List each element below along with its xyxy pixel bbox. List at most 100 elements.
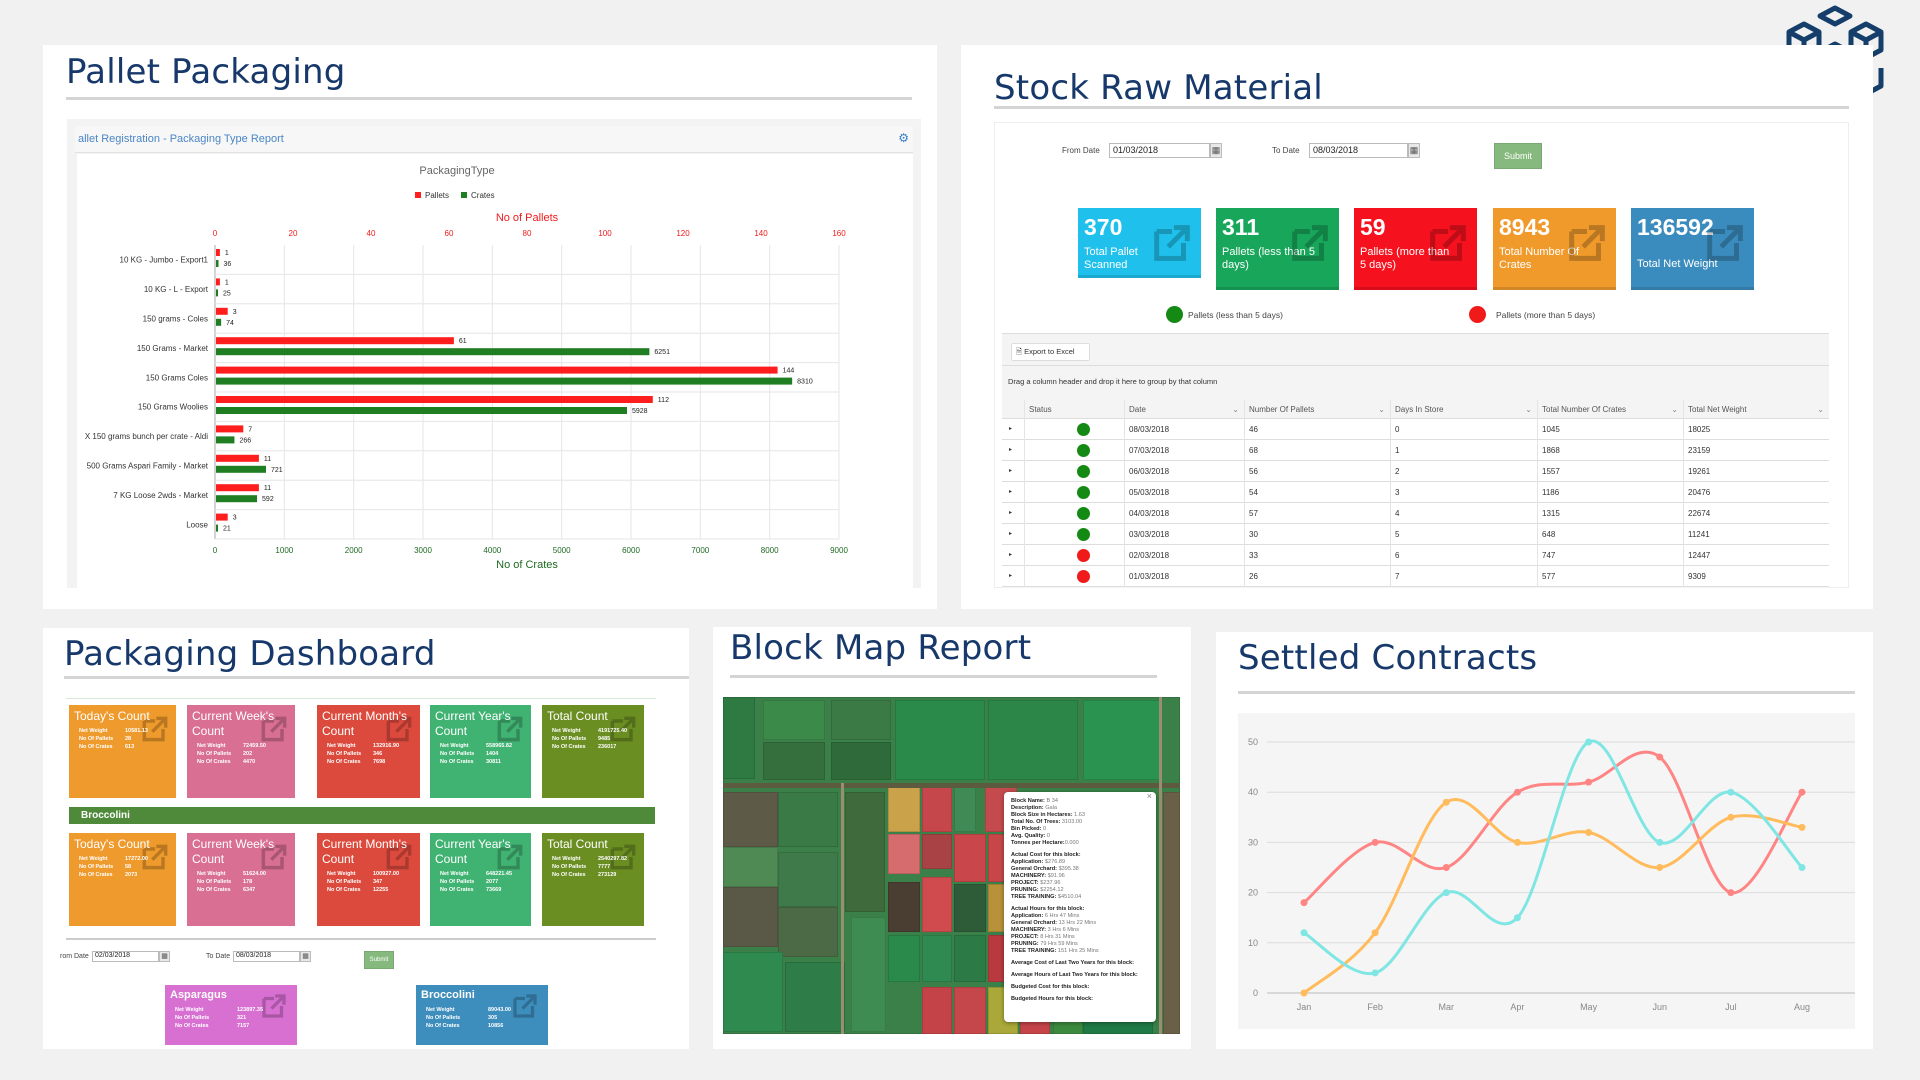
count-card[interactable]: Current Week's Count Net Weight 51624.00 No… [187, 833, 295, 926]
expand-row-icon[interactable]: ▸ [1009, 447, 1013, 453]
data-point[interactable] [1300, 899, 1308, 907]
data-point[interactable] [1798, 823, 1806, 831]
expand-row-icon[interactable]: ▸ [1009, 468, 1013, 474]
pallets-bar[interactable] [216, 337, 454, 345]
pallets-bar[interactable] [216, 396, 653, 403]
data-point[interactable] [1727, 788, 1735, 796]
table-row[interactable]: ▸ 07/03/2018 68 1 1868 23159 [1002, 440, 1829, 461]
expand-row-icon[interactable]: ▸ [1009, 573, 1013, 579]
pallets-bar[interactable] [216, 366, 778, 374]
summary-tile[interactable]: 311 Pallets (less than 5 days) [1216, 208, 1339, 290]
data-point[interactable] [1442, 889, 1450, 897]
count-card[interactable]: Current Week's Count Net Weight 72459.50 No… [187, 705, 295, 798]
pallets-bar[interactable] [216, 513, 228, 521]
chevron-down-icon[interactable]: ⌄ [1378, 405, 1385, 414]
table-row[interactable]: ▸ 02/03/2018 33 6 747 12447 [1002, 545, 1829, 566]
data-point[interactable] [1727, 889, 1735, 897]
column-header[interactable]: Total Net Weight ⌄ [1683, 400, 1829, 419]
calendar-icon[interactable]: ▦ [159, 951, 170, 962]
data-point[interactable] [1727, 813, 1735, 821]
data-point[interactable] [1656, 753, 1664, 761]
chevron-down-icon[interactable]: ⌄ [1817, 405, 1824, 414]
product-card[interactable]: Broccolini Net Weight 89043.00 No Of Pallet… [416, 985, 548, 1045]
column-header[interactable]: Date ⌄ [1124, 400, 1244, 419]
crates-bar[interactable] [216, 495, 258, 503]
pallets-bar[interactable] [216, 484, 259, 492]
summary-tile[interactable]: 59 Pallets (more than 5 days) [1354, 208, 1477, 290]
count-card[interactable]: Current Year's Count Net Weight 648221.45 N… [430, 833, 531, 926]
crates-bar[interactable] [216, 260, 219, 267]
submit-button[interactable]: Submit [1494, 143, 1542, 169]
pallets-bar[interactable] [216, 249, 220, 256]
crates-bar[interactable] [216, 465, 266, 473]
pallets-bar[interactable] [216, 307, 228, 315]
crates-bar[interactable] [216, 377, 793, 385]
data-point[interactable] [1371, 929, 1379, 937]
submit-button[interactable]: Submit [364, 951, 394, 969]
data-point[interactable] [1300, 929, 1308, 937]
expand-row-icon[interactable]: ▸ [1009, 531, 1013, 537]
export-to-excel-button[interactable]: 🗎 Export to Excel [1011, 343, 1090, 361]
column-header[interactable]: Number Of Pallets ⌄ [1244, 400, 1390, 419]
close-icon[interactable]: × [1146, 792, 1152, 801]
column-header[interactable]: Status [1024, 400, 1124, 419]
from-date-input[interactable]: 02/03/2018 [92, 951, 159, 962]
crates-bar[interactable] [216, 318, 222, 326]
gear-icon[interactable]: ⚙ [898, 131, 909, 145]
count-card[interactable]: Today's Count Net Weight 17272.00 No Of Pal… [69, 833, 176, 926]
expand-row-icon[interactable]: ▸ [1009, 426, 1013, 432]
data-point[interactable] [1585, 778, 1593, 786]
table-row[interactable]: ▸ 08/03/2018 46 0 1045 18025 [1002, 419, 1829, 440]
data-point[interactable] [1442, 864, 1450, 871]
data-point[interactable] [1798, 788, 1806, 796]
calendar-icon[interactable]: ▦ [300, 951, 311, 962]
pallets-bar[interactable] [216, 454, 259, 462]
table-row[interactable]: ▸ 01/03/2018 26 7 577 9309 [1002, 566, 1829, 587]
data-point[interactable] [1513, 788, 1521, 796]
data-point[interactable] [1371, 838, 1379, 846]
count-card[interactable]: Total Count Net Weight 2540297.82 No Of Pal… [542, 833, 644, 926]
summary-tile[interactable]: 370 Total Pallet Scanned [1078, 208, 1201, 278]
count-card[interactable]: Today's Count Net Weight 10581.13 No Of Pal… [69, 705, 176, 798]
chevron-down-icon[interactable]: ⌄ [1671, 405, 1678, 414]
crates-bar[interactable] [216, 289, 218, 297]
summary-tile[interactable]: 8943 Total Number Of Crates [1493, 208, 1616, 290]
crates-bar[interactable] [216, 407, 628, 414]
calendar-icon[interactable]: ▦ [1210, 143, 1222, 158]
crates-bar[interactable] [216, 348, 650, 356]
table-row[interactable]: ▸ 03/03/2018 30 5 648 11241 [1002, 524, 1829, 545]
data-point[interactable] [1371, 969, 1379, 977]
expand-row-icon[interactable]: ▸ [1009, 510, 1013, 516]
expand-row-icon[interactable]: ▸ [1009, 489, 1013, 495]
data-point[interactable] [1798, 864, 1806, 871]
calendar-icon[interactable]: ▦ [1408, 143, 1420, 158]
chevron-down-icon[interactable]: ⌄ [1232, 405, 1239, 414]
data-point[interactable] [1513, 914, 1521, 922]
data-point[interactable] [1656, 838, 1664, 846]
table-row[interactable]: ▸ 04/03/2018 57 4 1315 22674 [1002, 503, 1829, 524]
crates-bar[interactable] [216, 436, 235, 444]
to-date-input[interactable]: 08/03/2018 [233, 951, 300, 962]
from-date-input[interactable]: 01/03/2018 [1109, 143, 1210, 158]
column-header[interactable]: Days In Store ⌄ [1390, 400, 1537, 419]
expand-row-icon[interactable]: ▸ [1009, 552, 1013, 558]
table-row[interactable]: ▸ 06/03/2018 56 2 1557 19261 [1002, 461, 1829, 482]
to-date-input[interactable]: 08/03/2018 [1309, 143, 1408, 158]
count-card[interactable]: Current Year's Count Net Weight 558965.82 N… [430, 705, 531, 798]
data-point[interactable] [1585, 738, 1593, 746]
count-card[interactable]: Total Count Net Weight 4191725.40 No Of Pal… [542, 705, 644, 798]
data-point[interactable] [1513, 838, 1521, 846]
data-point[interactable] [1442, 798, 1450, 806]
data-point[interactable] [1300, 989, 1308, 997]
pallets-bar[interactable] [216, 425, 244, 433]
summary-tile[interactable]: 136592 Total Net Weight [1631, 208, 1754, 290]
chevron-down-icon[interactable]: ⌄ [1525, 405, 1532, 414]
crates-bar[interactable] [216, 524, 218, 532]
data-point[interactable] [1585, 828, 1593, 836]
product-card[interactable]: Asparagus Net Weight 123897.35 No Of Pallet… [165, 985, 297, 1045]
count-card[interactable]: Current Month's Count Net Weight 132916.90… [317, 705, 420, 798]
count-card[interactable]: Current Month's Count Net Weight 100927.00… [317, 833, 420, 926]
data-point[interactable] [1656, 864, 1664, 871]
column-header[interactable]: Total Number Of Crates ⌄ [1537, 400, 1683, 419]
table-row[interactable]: ▸ 05/03/2018 54 3 1186 20476 [1002, 482, 1829, 503]
